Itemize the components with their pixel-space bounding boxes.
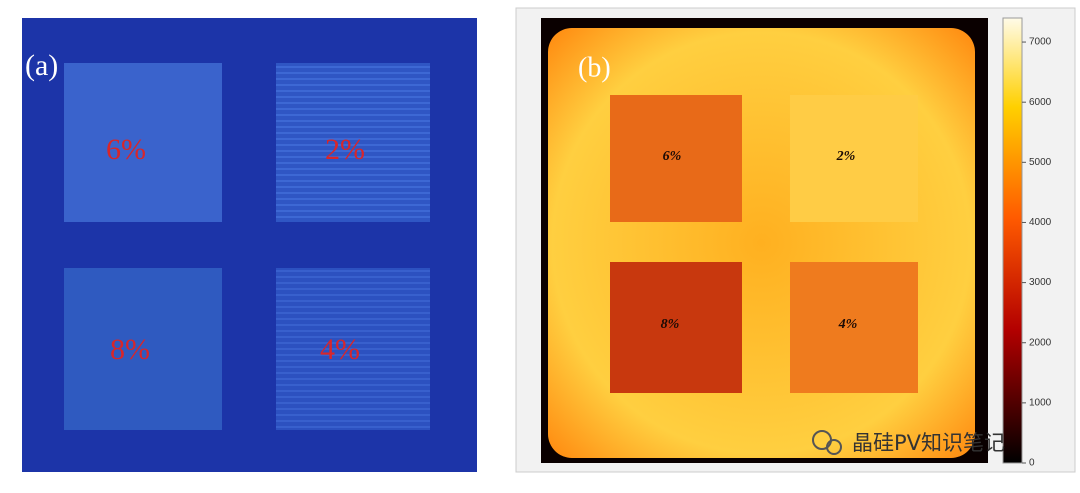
region [64, 268, 222, 430]
tick-label: 7000 [1029, 37, 1052, 48]
region-label: 8% [110, 333, 150, 366]
panel-label: (a) [25, 49, 58, 82]
watermark: 晶硅PV知识笔记 [812, 430, 1005, 455]
region [276, 268, 430, 430]
region-label: 2% [836, 149, 856, 164]
region [64, 63, 222, 222]
region-label: 6% [106, 133, 146, 166]
tick-label: 0 [1029, 458, 1035, 469]
region-label: 4% [320, 333, 360, 366]
tick-label: 5000 [1029, 157, 1052, 168]
region [790, 262, 918, 393]
panel-label: (b) [578, 52, 611, 83]
colorbar [1002, 17, 1023, 464]
region-label: 4% [838, 317, 858, 332]
watermark-text: 晶硅PV知识笔记 [852, 431, 1005, 455]
region [610, 95, 742, 222]
tick-label: 3000 [1029, 277, 1052, 288]
region [790, 95, 918, 222]
tick-label: 6000 [1029, 97, 1052, 108]
tick-label: 1000 [1029, 398, 1052, 409]
region [610, 262, 742, 393]
region [276, 63, 430, 222]
heatmap [548, 28, 975, 458]
tick-label: 4000 [1029, 217, 1052, 228]
region-label: 6% [663, 149, 682, 164]
tick-label: 2000 [1029, 337, 1052, 348]
region-label: 2% [325, 133, 365, 166]
region-label: 8% [661, 317, 680, 332]
